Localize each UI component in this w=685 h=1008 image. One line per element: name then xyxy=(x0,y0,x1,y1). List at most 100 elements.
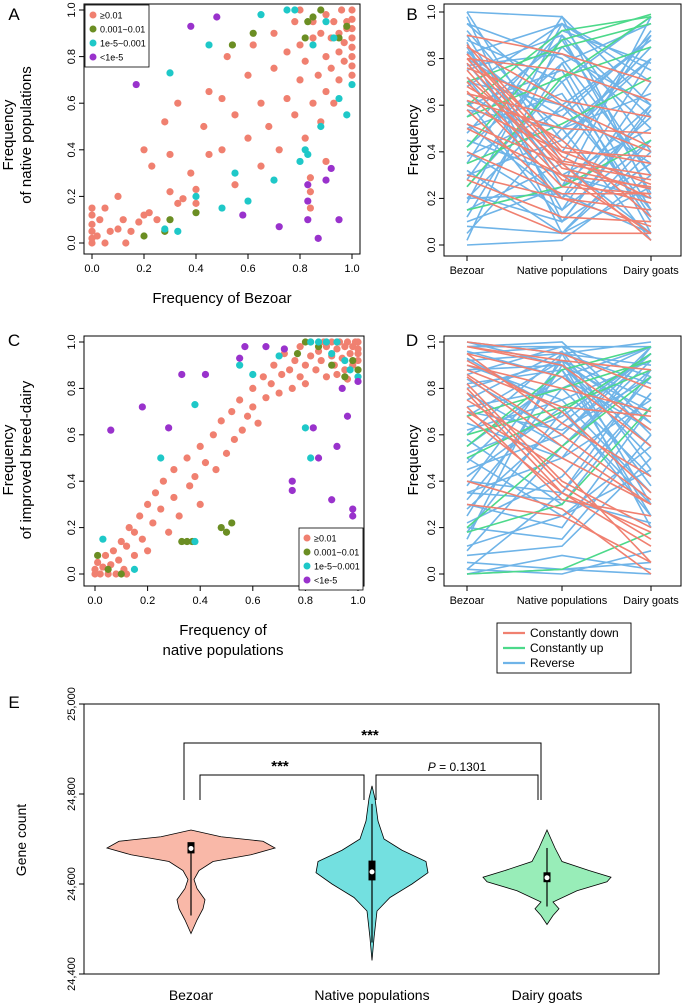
c-point xyxy=(354,338,362,346)
b-y-axis-title: Frequency xyxy=(405,104,422,175)
a-point xyxy=(327,164,335,173)
b-series-line xyxy=(466,92,652,153)
c-point xyxy=(222,449,231,457)
a-point xyxy=(249,29,257,37)
a-point xyxy=(291,111,299,119)
a-point xyxy=(192,199,200,207)
b-series-line xyxy=(466,67,652,148)
a-ytick-label: 0.0 xyxy=(66,235,78,250)
e-ytick-label: 24,400 xyxy=(66,957,78,991)
c-point xyxy=(217,524,225,532)
c-point xyxy=(259,373,267,381)
c-y-axis-title-line2: of improved breed-dairy xyxy=(18,380,35,539)
d-series-line xyxy=(466,369,652,418)
e-sig-label-right: P = 0.1301 xyxy=(428,760,487,774)
c-point xyxy=(354,377,362,386)
d-xtick-label: Dairy goats xyxy=(623,595,679,607)
a-point xyxy=(192,185,200,194)
c-point xyxy=(267,380,275,388)
b-ytick-label: 1.0 xyxy=(426,4,438,19)
c-point xyxy=(159,477,167,485)
d-series-line xyxy=(466,352,652,478)
a-point xyxy=(213,13,221,21)
d-series-line xyxy=(466,373,652,501)
a-point xyxy=(317,29,325,37)
c-ytick-label: 0.6 xyxy=(66,427,78,442)
a-point xyxy=(322,53,330,61)
b-series-line xyxy=(466,90,652,195)
a-point xyxy=(192,209,200,217)
c-point xyxy=(236,396,244,404)
a-point xyxy=(145,209,153,217)
a-point xyxy=(348,6,356,14)
c-point xyxy=(322,373,331,381)
d-series-line xyxy=(466,531,652,575)
c-point xyxy=(130,551,139,560)
a-point xyxy=(174,99,182,107)
a-point xyxy=(343,111,351,119)
a-point xyxy=(161,118,169,126)
b-series-line xyxy=(466,16,652,188)
a-point xyxy=(309,99,317,107)
e-xtick-label: Native populations xyxy=(314,987,429,1003)
a-point xyxy=(88,204,96,212)
c-point xyxy=(333,442,341,450)
d-series-line xyxy=(466,364,652,413)
a-point xyxy=(161,225,169,233)
a-point xyxy=(309,41,317,49)
c-point xyxy=(341,356,349,365)
a-point xyxy=(322,87,330,96)
c-point xyxy=(349,505,357,513)
c-point xyxy=(328,338,336,346)
panel-letter-d: D xyxy=(406,331,418,350)
a-point xyxy=(304,181,312,189)
c-point xyxy=(280,345,288,353)
b-series-line xyxy=(466,53,652,200)
c-point xyxy=(301,361,309,369)
c-point xyxy=(201,370,210,379)
a-point xyxy=(348,71,356,79)
a-point xyxy=(283,94,291,103)
a-point xyxy=(228,41,236,49)
c-ytick-label: 0.8 xyxy=(66,381,78,396)
a-point xyxy=(218,94,226,103)
d-series-line xyxy=(466,376,652,506)
c-point xyxy=(112,570,120,578)
e-sig-p-value: = 0.1301 xyxy=(436,760,487,774)
b-series-line xyxy=(466,53,652,165)
c-point xyxy=(96,570,104,578)
a-point xyxy=(218,204,226,212)
c-point xyxy=(278,370,286,379)
b-xtick-label: Dairy goats xyxy=(623,265,679,277)
a-xtick-label: 0.0 xyxy=(84,263,99,275)
a-point xyxy=(166,150,174,159)
panel-letter-a: A xyxy=(8,5,20,24)
c-point xyxy=(212,466,220,474)
d-series-line xyxy=(466,503,652,564)
c-point xyxy=(228,519,236,527)
c-point xyxy=(288,384,296,392)
a-point xyxy=(291,6,299,14)
c-point xyxy=(117,537,125,546)
a-point xyxy=(304,150,312,159)
e-y-axis-title: Gene count xyxy=(13,804,29,876)
c-point xyxy=(217,417,225,425)
a-legend-swatch xyxy=(89,11,97,19)
c-point xyxy=(178,370,186,379)
a-point xyxy=(335,34,343,42)
d-series-line xyxy=(466,406,652,517)
c-point xyxy=(115,556,123,564)
c-point xyxy=(296,343,304,351)
b-series-line xyxy=(466,151,651,195)
c-point xyxy=(254,419,262,427)
c-point xyxy=(91,565,99,573)
a-point xyxy=(348,43,356,51)
a-legend-swatch xyxy=(89,25,97,33)
c-y-axis-title-line1: Frequency xyxy=(0,424,17,495)
panel-letter-b: B xyxy=(406,5,417,24)
e-bracket-right xyxy=(375,774,539,800)
a-point xyxy=(93,232,101,240)
a-point xyxy=(244,71,252,79)
a-point xyxy=(348,80,356,89)
c-point xyxy=(238,426,246,434)
